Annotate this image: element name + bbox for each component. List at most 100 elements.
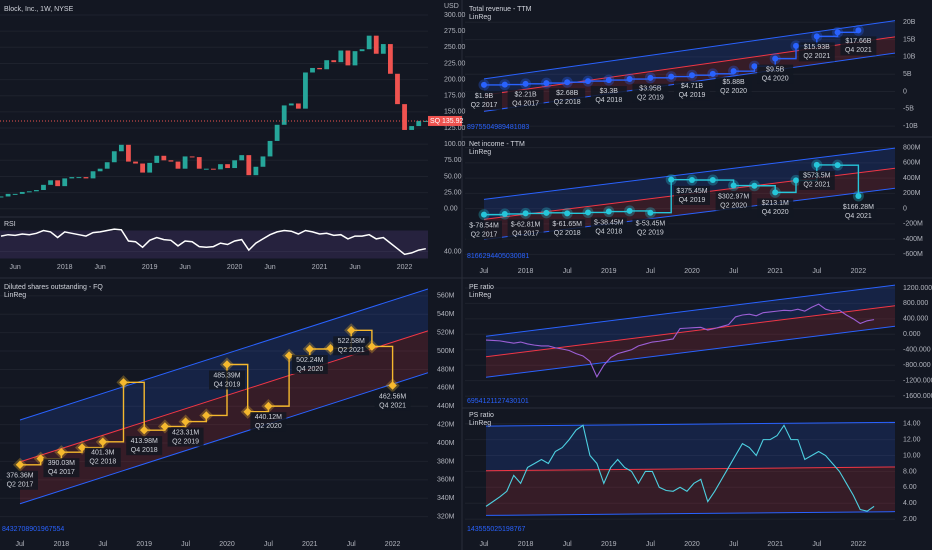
data-label: 423.31M [172,429,199,436]
data-label: 485.39M [213,372,240,379]
marker [793,42,799,49]
marker [264,401,273,411]
y-tick-label: 0 [903,88,907,95]
data-label-period: Q2 2017 [7,482,34,489]
candle [196,157,202,169]
data-label: $2.21B [515,92,538,99]
y-tick-label: 400M [437,440,455,447]
x-tick-label: Jul [264,541,273,548]
pane-title: Total revenue - TTM [469,6,532,13]
marker [626,76,633,83]
data-label-period: Q2 2020 [720,88,747,95]
data-label: $-53.45M [636,221,666,228]
marker [202,411,211,420]
label-box [209,370,245,390]
y-tick-label: 5B [903,71,912,78]
y-tick-label: 14.00 [903,421,921,428]
y-tick-label: 50.00 [444,173,462,180]
candle [373,35,379,54]
label-box [466,90,502,110]
pane-title: Diluted shares outstanding - FQ [4,284,103,291]
pane-subtitle: LinReg [469,14,491,21]
data-label: 522.58M [338,338,365,345]
data-label-period: Q2 2021 [803,182,830,189]
y-tick-label: 250.00 [444,44,466,51]
candle [380,44,386,54]
y-tick-label: 500M [437,348,455,355]
y-tick-label: 2.00 [903,516,917,523]
y-tick-label: -200M [903,221,923,228]
candle [288,103,294,106]
y-tick-label: -400.000 [903,347,931,354]
marker [77,443,87,452]
pane-subtitle: LinReg [469,149,491,156]
y-tick-label: 125.00 [444,125,466,132]
step-segment [123,381,145,431]
pane [0,228,428,259]
candle [0,196,4,198]
marker [813,33,820,40]
data-label: $5.88B [723,79,746,86]
candle [402,104,407,130]
pane-title: PE ratio [469,284,494,291]
x-tick-label: 2018 [57,264,73,271]
y-tick-label: 10B [903,54,916,61]
data-label: 401.3M [91,450,115,457]
currency-label: USD [444,3,459,10]
data-label: $-62.81M [511,221,541,228]
marker [57,447,66,457]
label-box [757,64,794,84]
x-tick-label: Jun [264,264,275,271]
x-tick-label: Jul [646,541,655,548]
y-tick-label: 4.00 [903,500,917,507]
y-tick-label: 420M [437,421,455,428]
label-box [374,391,411,411]
candle [111,151,117,163]
y-tick-label: -1200.000 [903,377,932,384]
x-tick-label: 2019 [142,264,158,271]
pane-title: Block, Inc., 1W, NYSE [4,6,74,13]
candle [62,178,68,187]
candle [154,155,160,163]
candle [26,191,32,193]
y-tick-label: 40.00 [444,248,462,255]
step-segment [268,355,290,407]
data-label: 440.12M [255,414,282,421]
data-label-period: Q4 2017 [512,230,539,237]
x-tick-label: 2021 [302,541,318,548]
candle [416,120,422,127]
candle [211,168,216,170]
data-label-period: Q2 2017 [471,231,498,238]
label-box [590,86,627,106]
pane-title: Net income - TTM [469,141,525,148]
data-label: $3.3B [600,88,619,95]
data-label-period: Q2 2021 [803,53,830,60]
candle [90,171,96,179]
x-tick-label: 2020 [684,268,700,275]
label-box [715,77,752,97]
channel-upper [484,148,895,220]
channel-bottom [485,325,895,378]
candle [104,162,110,169]
marker [326,344,335,353]
data-label-period: Q4 2017 [512,101,539,108]
candle [338,50,344,63]
candle [175,161,181,169]
pane [465,421,895,520]
data-label-period: Q4 2021 [845,47,872,54]
data-label-period: Q4 2019 [214,381,241,388]
candle [409,126,415,130]
data-label: $15.93B [804,44,830,51]
step-segment [837,164,860,196]
x-tick-label: Jun [349,264,360,271]
marker [730,182,737,189]
candle [395,73,400,105]
x-tick-label: Jul [98,541,107,548]
y-tick-label: 800M [903,144,921,151]
label-box [674,185,710,205]
y-tick-label: 320M [437,513,455,520]
step-segment [371,345,394,386]
candle [246,155,252,176]
line-series [0,228,426,256]
data-label-period: Q2 2018 [554,230,581,237]
